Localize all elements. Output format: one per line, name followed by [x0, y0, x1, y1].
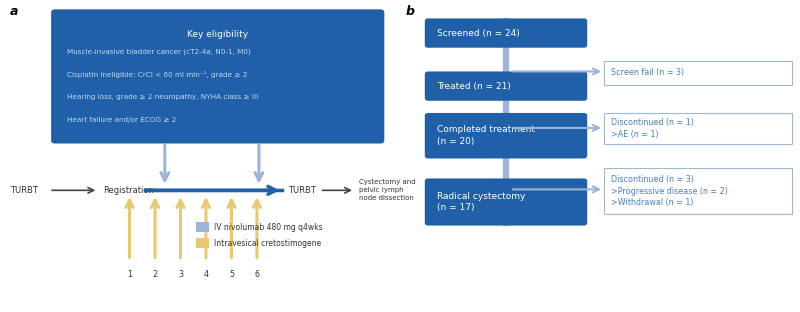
Text: Screen fail (n = 3): Screen fail (n = 3): [611, 68, 684, 77]
Text: Key eligibility: Key eligibility: [187, 30, 248, 39]
FancyBboxPatch shape: [196, 238, 209, 248]
Text: Discontinued (n = 3)
>Progressive disease (n = 2)
>Withdrawal (n = 1): Discontinued (n = 3) >Progressive diseas…: [611, 175, 728, 207]
Text: Screened (n = 24): Screened (n = 24): [437, 29, 519, 37]
Text: TURBT: TURBT: [288, 186, 316, 195]
Text: IV nivolumab 480 mg q4wks: IV nivolumab 480 mg q4wks: [214, 223, 322, 232]
Text: TURBT: TURBT: [10, 186, 38, 195]
Text: 2: 2: [153, 270, 158, 279]
Text: Intravesical cretostimogene: Intravesical cretostimogene: [214, 239, 321, 247]
FancyBboxPatch shape: [196, 222, 209, 232]
FancyBboxPatch shape: [604, 168, 792, 214]
Text: Muscle-invasive bladder cancer (cT2-4a, N0-1, M0): Muscle-invasive bladder cancer (cT2-4a, …: [67, 48, 250, 55]
Text: 4: 4: [203, 270, 209, 279]
FancyBboxPatch shape: [425, 113, 587, 158]
Text: 3: 3: [178, 270, 183, 279]
FancyBboxPatch shape: [425, 178, 587, 226]
FancyBboxPatch shape: [425, 18, 587, 48]
FancyBboxPatch shape: [604, 61, 792, 85]
FancyBboxPatch shape: [604, 113, 792, 144]
Text: Cystectomy and
pelvic lymph
node dissection: Cystectomy and pelvic lymph node dissect…: [359, 179, 415, 201]
Text: Treated (n = 21): Treated (n = 21): [437, 82, 510, 90]
FancyBboxPatch shape: [425, 71, 587, 101]
Text: 6: 6: [254, 270, 259, 279]
Text: Heart failure and/or ECOG ≥ 2: Heart failure and/or ECOG ≥ 2: [67, 117, 176, 123]
Text: 1: 1: [127, 270, 132, 279]
FancyBboxPatch shape: [51, 9, 384, 144]
Text: Hearing loss, grade ≥ 2 neuropathy, NYHA class ≥ III: Hearing loss, grade ≥ 2 neuropathy, NYHA…: [67, 94, 258, 100]
Text: Discontinued (n = 1)
>AE (n = 1): Discontinued (n = 1) >AE (n = 1): [611, 118, 694, 139]
Text: Radical cystectomy
(n = 17): Radical cystectomy (n = 17): [437, 192, 525, 212]
Text: 5: 5: [229, 270, 234, 279]
Text: Registration: Registration: [103, 186, 154, 195]
Text: b: b: [406, 5, 415, 18]
Text: a: a: [10, 5, 18, 18]
Text: Cisplatin ineligible: CrCl < 60 ml min⁻¹, grade ≥ 2: Cisplatin ineligible: CrCl < 60 ml min⁻¹…: [67, 71, 247, 78]
Text: Completed treatment
(n = 20): Completed treatment (n = 20): [437, 125, 534, 146]
